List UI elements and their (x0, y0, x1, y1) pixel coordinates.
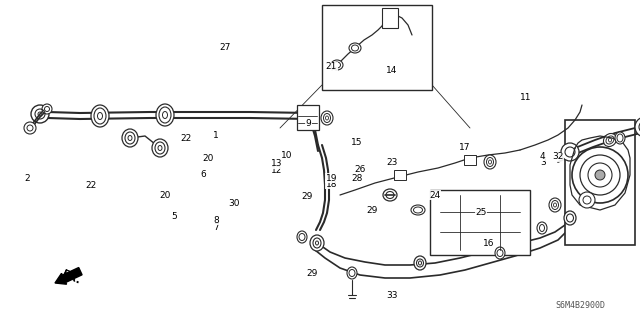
Text: 28: 28 (351, 174, 363, 182)
Circle shape (572, 147, 628, 203)
Text: 9: 9 (306, 119, 311, 128)
Bar (322, 5, 432, 90)
Ellipse shape (549, 198, 561, 212)
Text: 20: 20 (159, 191, 171, 200)
Text: 22: 22 (85, 181, 97, 189)
FancyArrow shape (55, 268, 82, 284)
Ellipse shape (615, 132, 625, 144)
Text: S6M4B2900D: S6M4B2900D (555, 300, 605, 309)
Bar (297, 105, 319, 130)
Text: 32: 32 (552, 152, 564, 161)
Text: 1: 1 (214, 131, 219, 140)
Text: 12: 12 (271, 166, 283, 175)
Text: 25: 25 (476, 208, 487, 217)
Text: 5: 5 (172, 212, 177, 221)
Text: 4: 4 (540, 152, 545, 161)
Text: 26: 26 (354, 165, 365, 174)
Text: 19: 19 (326, 174, 337, 182)
Text: 29: 29 (367, 206, 378, 215)
Ellipse shape (297, 231, 307, 243)
Bar (394, 170, 406, 180)
Ellipse shape (495, 247, 505, 259)
Text: 8: 8 (214, 216, 219, 225)
Text: 3: 3 (540, 158, 545, 167)
Circle shape (24, 122, 36, 134)
Text: 22: 22 (180, 134, 191, 143)
Circle shape (635, 117, 640, 137)
Ellipse shape (321, 111, 333, 125)
Circle shape (31, 105, 49, 123)
Text: 11: 11 (520, 93, 532, 102)
Ellipse shape (484, 155, 496, 169)
Text: 7: 7 (214, 223, 219, 232)
Circle shape (579, 192, 595, 208)
Text: 33: 33 (386, 291, 397, 300)
Bar (382, 8, 398, 28)
Ellipse shape (604, 133, 616, 146)
Text: 13: 13 (271, 159, 283, 168)
Ellipse shape (152, 139, 168, 157)
Bar (565, 120, 635, 245)
Ellipse shape (347, 267, 357, 279)
Text: 18: 18 (326, 180, 337, 189)
Ellipse shape (537, 222, 547, 234)
Text: 29: 29 (301, 192, 313, 201)
Bar (464, 155, 476, 165)
Text: 10: 10 (281, 151, 292, 160)
Ellipse shape (414, 256, 426, 270)
Ellipse shape (349, 43, 361, 53)
Ellipse shape (91, 105, 109, 127)
Text: 21: 21 (326, 63, 337, 71)
Circle shape (561, 143, 579, 161)
Ellipse shape (156, 104, 174, 126)
Ellipse shape (310, 235, 324, 251)
Ellipse shape (564, 211, 576, 225)
Text: 27: 27 (220, 43, 231, 52)
Bar (430, 190, 530, 255)
Ellipse shape (383, 189, 397, 201)
Text: FR.: FR. (60, 268, 82, 286)
Circle shape (42, 104, 52, 114)
Ellipse shape (331, 60, 343, 70)
Text: 14: 14 (386, 66, 397, 75)
Ellipse shape (411, 205, 425, 215)
Text: 30: 30 (228, 199, 239, 208)
Text: 23: 23 (386, 158, 397, 167)
Ellipse shape (122, 129, 138, 147)
Text: 17: 17 (459, 143, 470, 152)
Text: 16: 16 (483, 239, 495, 248)
Text: 29: 29 (307, 269, 318, 278)
Text: 6: 6 (201, 170, 206, 179)
Text: 24: 24 (429, 191, 441, 200)
Text: 15: 15 (351, 138, 363, 147)
Text: 2: 2 (24, 174, 29, 182)
Text: 20: 20 (202, 154, 214, 163)
Circle shape (595, 170, 605, 180)
